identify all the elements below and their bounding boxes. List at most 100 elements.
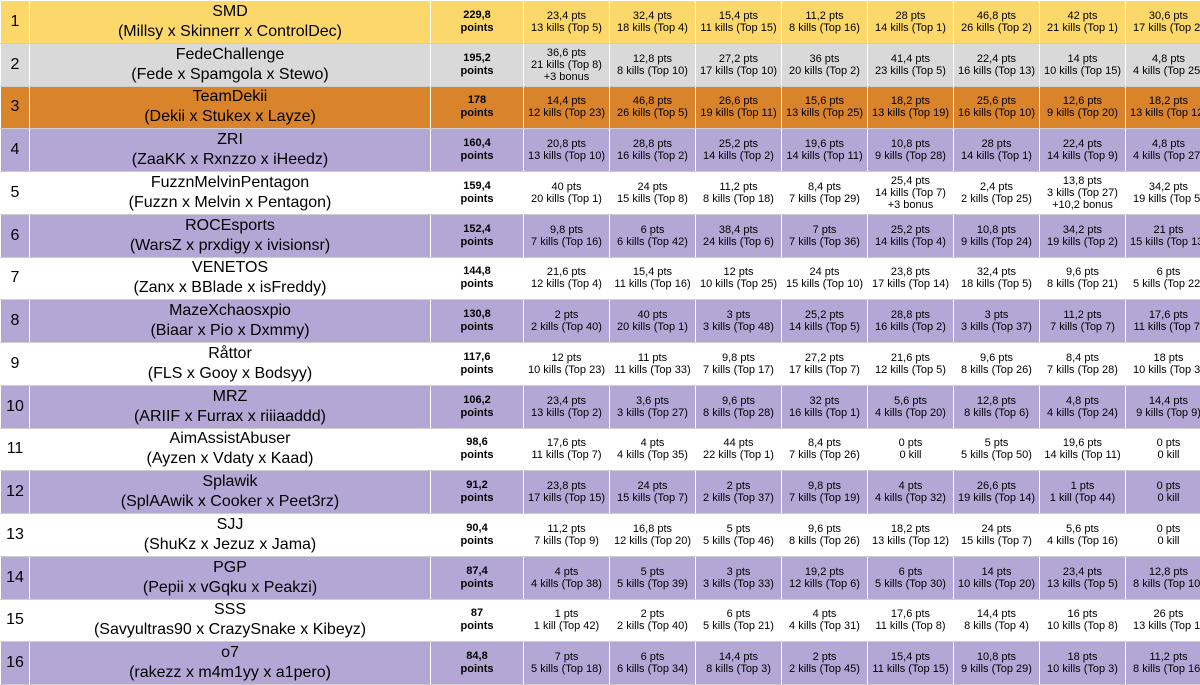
game-points: 26,6 pts: [696, 95, 781, 107]
game-kills: 10 kills (Top 23): [524, 364, 609, 376]
game-points: 24 pts: [954, 523, 1039, 535]
game-kills: 19 kills (Top 5): [1126, 193, 1200, 205]
game-points: 5,6 pts: [868, 395, 953, 407]
team-cell: SJJ(ShuKz x Jezuz x Jama): [30, 514, 431, 557]
game-points: 18,2 pts: [868, 523, 953, 535]
game-points: 28 pts: [954, 138, 1039, 150]
game-kills: 16 kills (Top 2): [868, 321, 953, 333]
game-kills: 4 kills (Top 31): [782, 620, 867, 632]
game-kills: 13 kills (Top 1): [1126, 620, 1200, 632]
game-kills: 10 kills (Top 3): [1126, 364, 1200, 376]
game-points: 14,4 pts: [954, 608, 1039, 620]
game-kills: 7 kills (Top 9): [524, 535, 609, 547]
game-kills: 4 kills (Top 20): [868, 407, 953, 419]
game-kills: 7 kills (Top 26): [782, 449, 867, 461]
game-kills: 7 kills (Top 17): [696, 364, 781, 376]
game-points: 16,8 pts: [610, 523, 695, 535]
game-points: 11,2 pts: [1040, 309, 1125, 321]
game-points: 15,6 pts: [782, 95, 867, 107]
game-kills: 2 kills (Top 25): [954, 193, 1039, 205]
game-kills: 4 kills (Top 32): [868, 492, 953, 504]
game-points: 10,8 pts: [954, 651, 1039, 663]
game-kills: 5 kills (Top 30): [868, 578, 953, 590]
game-kills: 14 kills (Top 11): [1040, 449, 1125, 461]
team-name: ROCEsports: [30, 216, 430, 236]
game-points: 9,8 pts: [524, 224, 609, 236]
team-name: MazeXchaosxpio: [30, 301, 430, 321]
team-name: FedeChallenge: [30, 45, 430, 65]
game-points: 14,4 pts: [1126, 395, 1200, 407]
game-kills: 16 kills (Top 1): [782, 407, 867, 419]
team-players: (ZaaKK x Rxnzzo x iHeedz): [30, 150, 430, 170]
game-kills: 10 kills (Top 20): [954, 578, 1039, 590]
game-kills: 26 kills (Top 5): [610, 107, 695, 119]
game-kills: 3 kills (Top 27): [610, 407, 695, 419]
game-points: 6 pts: [610, 224, 695, 236]
game-points: 6 pts: [610, 651, 695, 663]
game-kills: 2 kills (Top 40): [610, 620, 695, 632]
rank-cell: 15: [1, 599, 30, 642]
game-kills: 20 kills (Top 1): [610, 321, 695, 333]
team-players: (Savyultras90 x CrazySnake x Kibeyz): [30, 620, 430, 640]
total-points-value: 178: [431, 94, 523, 107]
total-points-label: points: [431, 107, 523, 120]
game-kills: 6 kills (Top 42): [610, 236, 695, 248]
game-points: 2 pts: [610, 608, 695, 620]
game-kills: 11 kills (Top 33): [610, 364, 695, 376]
game-kills: 14 kills (Top 4): [868, 236, 953, 248]
game-kills: 15 kills (Top 10): [782, 278, 867, 290]
game-kills: 14 kills (Top 1): [954, 150, 1039, 162]
game-kills: 15 kills (Top 7): [610, 492, 695, 504]
game-kills: 16 kills (Top 10): [954, 107, 1039, 119]
game-kills: 17 kills (Top 10): [696, 65, 781, 77]
game-kills: 14 kills (Top 2): [696, 150, 781, 162]
rank-cell: 8: [1, 300, 30, 343]
game-points: 5 pts: [954, 437, 1039, 449]
team-cell: SMD(Millsy x Skinnerr x ControlDec): [30, 1, 431, 44]
team-name: SSS: [30, 600, 430, 620]
total-points-label: points: [431, 193, 523, 206]
game-points: 38,4 pts: [696, 224, 781, 236]
game-kills: 17 kills (Top 7): [782, 364, 867, 376]
game-kills: 17 kills (Top 14): [868, 278, 953, 290]
game-points: 30,6 pts: [1126, 10, 1200, 22]
game-kills: 4 kills (Top 25): [1126, 65, 1200, 77]
game-points: 15,4 pts: [610, 266, 695, 278]
game-kills: 13 kills (Top 12): [1126, 107, 1200, 119]
game-points: 8,4 pts: [782, 181, 867, 193]
game-points: 25,2 pts: [782, 309, 867, 321]
team-cell: o7(rakezz x m4m1yy x a1pero): [30, 642, 431, 685]
game-points: 14 pts: [1040, 53, 1125, 65]
game-kills: 11 kills (Top 8): [868, 620, 953, 632]
total-points-value: 144,8: [431, 265, 523, 278]
total-points-value: 229,8: [431, 9, 523, 22]
team-name: Splawik: [30, 472, 430, 492]
game-points: 2 pts: [782, 651, 867, 663]
game-points: 12,8 pts: [954, 395, 1039, 407]
game-kills: 12 kills (Top 5): [868, 364, 953, 376]
